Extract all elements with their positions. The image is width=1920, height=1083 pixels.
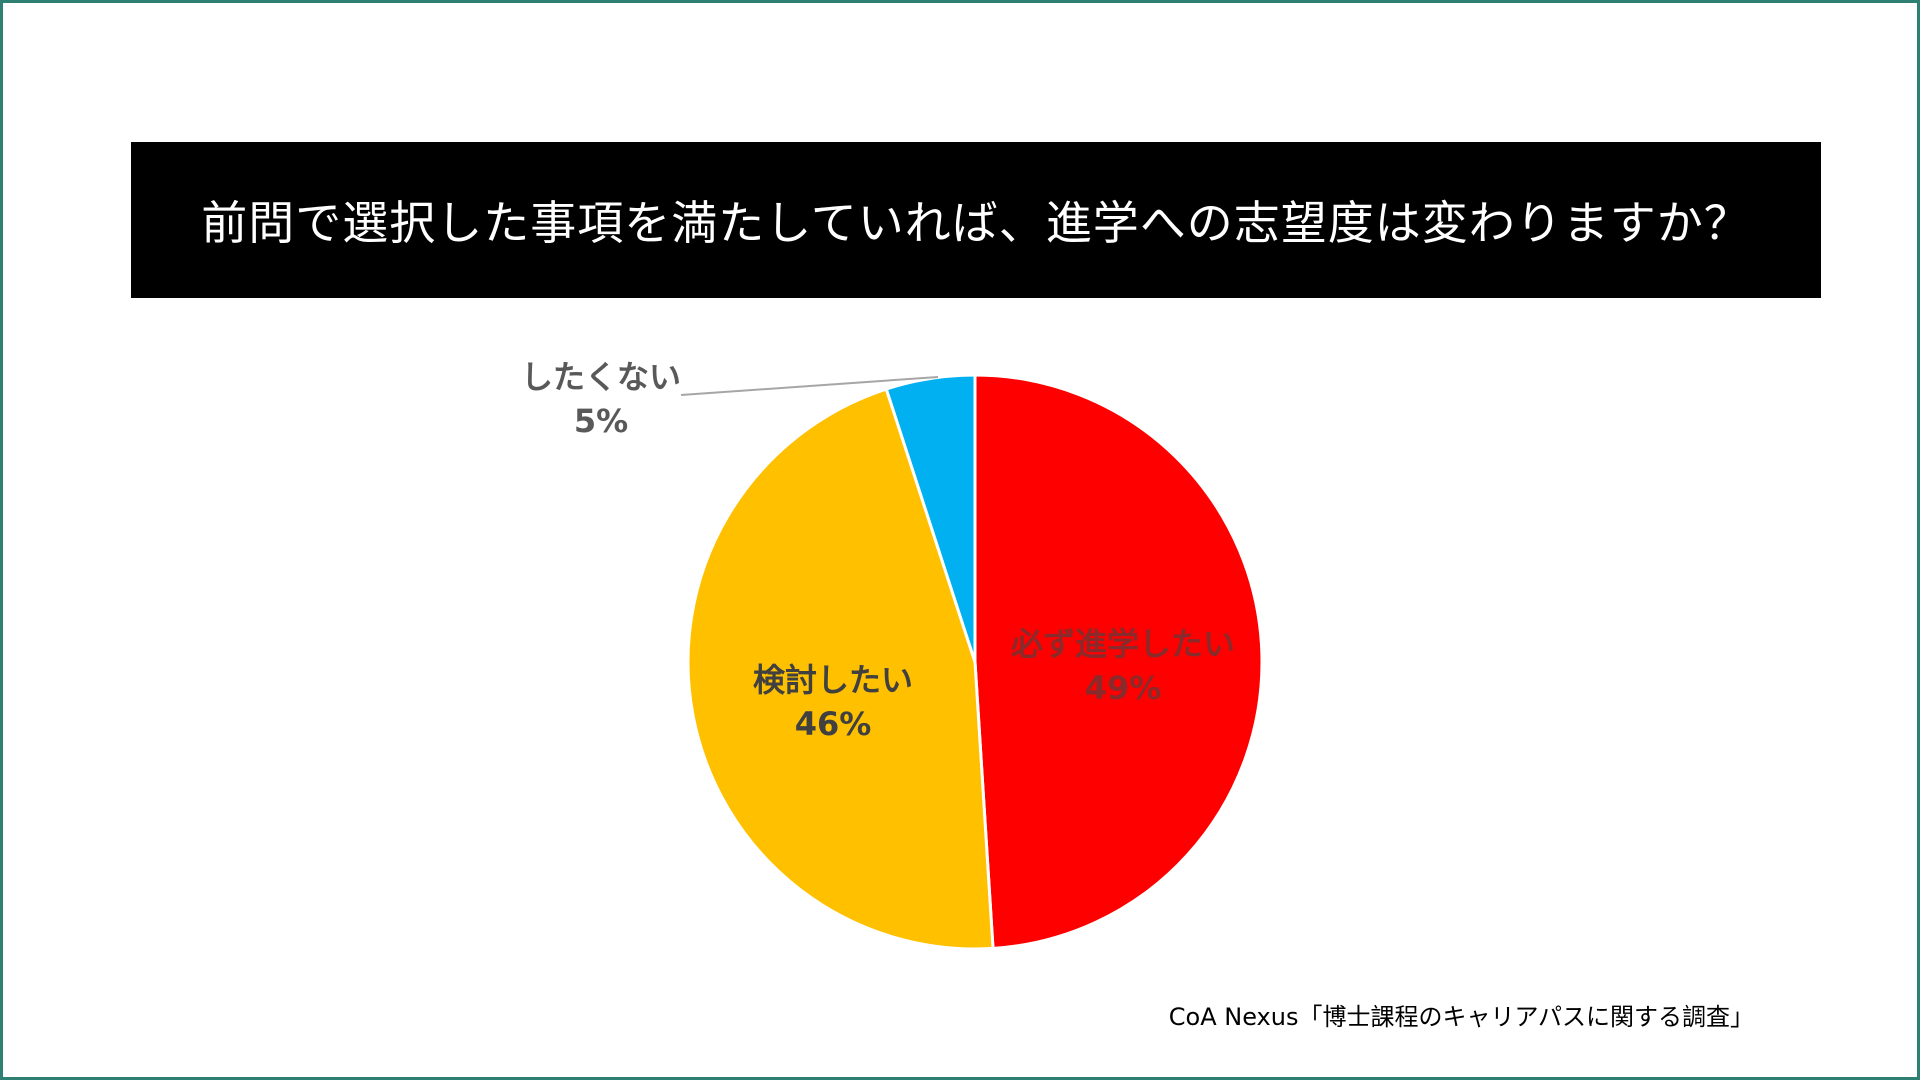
pie-slice-1: [973, 373, 1264, 951]
leader-line: [680, 376, 939, 396]
slice-label-1: 必ず進学したい: [1011, 625, 1235, 663]
slice-value-label-1: 49%: [1085, 669, 1162, 707]
slice-label-3: したくない: [521, 358, 681, 396]
slice-value-label-3: 5%: [574, 402, 628, 440]
title-banner: 前問で選択した事項を満たしていれば、進学への志望度は変わりますか？: [131, 142, 1821, 298]
slice-value-label-2: 46%: [795, 705, 872, 743]
page-title: 前問で選択した事項を満たしていれば、進学への志望度は変わりますか？: [201, 196, 1751, 250]
pie-slices: [686, 373, 1264, 951]
slice-label-2: 検討したい: [753, 661, 913, 699]
pie-slice-2: [686, 387, 995, 951]
source-citation: CoA Nexus「博士課程のキャリアパスに関する調査」: [1168, 1003, 1754, 1031]
pie-labels: 必ず進学したい 49% 検討したい 46% したくない 5%: [521, 358, 1235, 743]
pie-slice-3: [884, 373, 977, 663]
pie-chart: 必ず進学したい 49% 検討したい 46% したくない 5%: [521, 358, 1264, 951]
